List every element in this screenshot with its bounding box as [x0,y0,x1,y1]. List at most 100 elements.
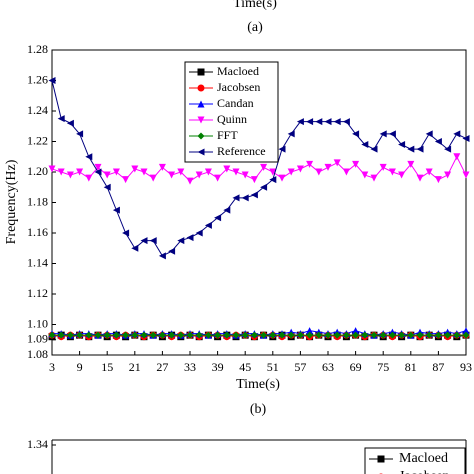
y-tick-label: 1.08 [27,347,48,361]
data-marker [260,163,268,171]
data-marker [177,168,185,176]
data-marker [66,171,74,179]
data-marker [94,331,102,339]
data-marker [48,165,56,173]
data-marker [269,331,277,339]
data-marker [232,331,240,339]
data-marker [223,165,231,173]
y-tick-label: 1.20 [27,164,48,178]
data-marker [398,141,406,149]
data-marker [324,118,332,126]
y-tick-label: 1.24 [27,103,48,117]
data-marker [444,171,452,179]
y-tick-label: 1.14 [27,255,48,269]
data-marker [122,331,130,339]
data-marker [306,118,314,126]
data-marker [186,331,194,339]
data-marker [370,145,378,153]
y-tick-label: 1.10 [27,316,48,330]
y-tick-label: 1.34 [27,437,48,451]
data-marker [306,327,314,335]
series-line [51,155,467,182]
data-marker [361,141,369,149]
data-marker [342,118,350,126]
x-tick-label: 27 [156,360,168,374]
x-tick-label: 63 [322,360,334,374]
data-marker [158,163,166,171]
legend-marker [377,455,385,463]
data-marker [214,214,222,222]
data-marker [177,237,185,245]
data-marker [241,171,249,179]
data-marker [296,331,304,339]
data-marker [103,171,111,179]
y-tick-label: 1.28 [27,42,48,56]
data-marker [94,163,102,171]
data-marker [204,168,212,176]
data-marker [131,244,139,252]
data-marker [324,331,332,339]
data-marker [278,331,286,339]
data-marker [444,145,452,153]
data-marker [416,145,424,153]
data-marker [195,331,203,339]
data-marker [388,331,396,339]
data-marker [241,331,249,339]
data-marker [214,174,222,182]
data-marker [425,130,433,138]
x-tick-label: 21 [129,360,141,374]
data-marker [379,163,387,171]
y-axis-label: Frequency(Hz) [4,159,19,244]
data-marker [269,168,277,176]
data-marker [315,168,323,176]
data-marker [361,331,369,339]
x-axis-label: Time(s) [236,377,280,392]
data-marker [342,331,350,339]
x-tick-label: 57 [294,360,306,374]
x-tick-label: 93 [460,360,472,374]
data-marker [140,237,148,245]
legend-label: FFT [217,128,238,142]
data-marker [112,331,120,339]
data-marker [149,331,157,339]
legend-marker [197,132,205,140]
legend-label: Jacobsen [217,80,260,94]
y-tick-label: 1.18 [27,194,48,208]
data-marker [434,176,442,184]
data-marker [315,118,323,126]
legend-marker [197,68,205,76]
data-marker [333,159,341,167]
caption-a: (a) [247,20,263,35]
data-marker [379,130,387,138]
x-tick-label: 3 [49,360,55,374]
legend-box [184,61,279,163]
data-marker [186,234,194,242]
data-marker [260,183,268,191]
data-marker [168,171,176,179]
data-marker [352,130,360,138]
legend-label: Macloed [217,64,259,78]
data-marker [223,331,231,339]
data-marker [434,138,442,145]
data-marker [66,119,74,127]
top-x-label: Time(s) [233,0,277,11]
x-tick-label: 39 [212,360,224,374]
data-marker [407,145,415,153]
x-tick-label: 9 [77,360,83,374]
data-marker [204,221,212,229]
data-marker [462,331,470,339]
data-marker [462,327,470,335]
data-marker [204,331,212,339]
data-marker [453,153,461,161]
data-marker [434,331,442,339]
x-tick-label: 87 [432,360,444,374]
data-marker [278,174,286,182]
data-marker [168,247,176,255]
data-marker [352,160,360,168]
x-tick-label: 81 [405,360,417,374]
data-marker [57,331,65,339]
legend-label: Reference [217,144,266,158]
data-marker [425,331,433,339]
data-marker [48,77,56,84]
